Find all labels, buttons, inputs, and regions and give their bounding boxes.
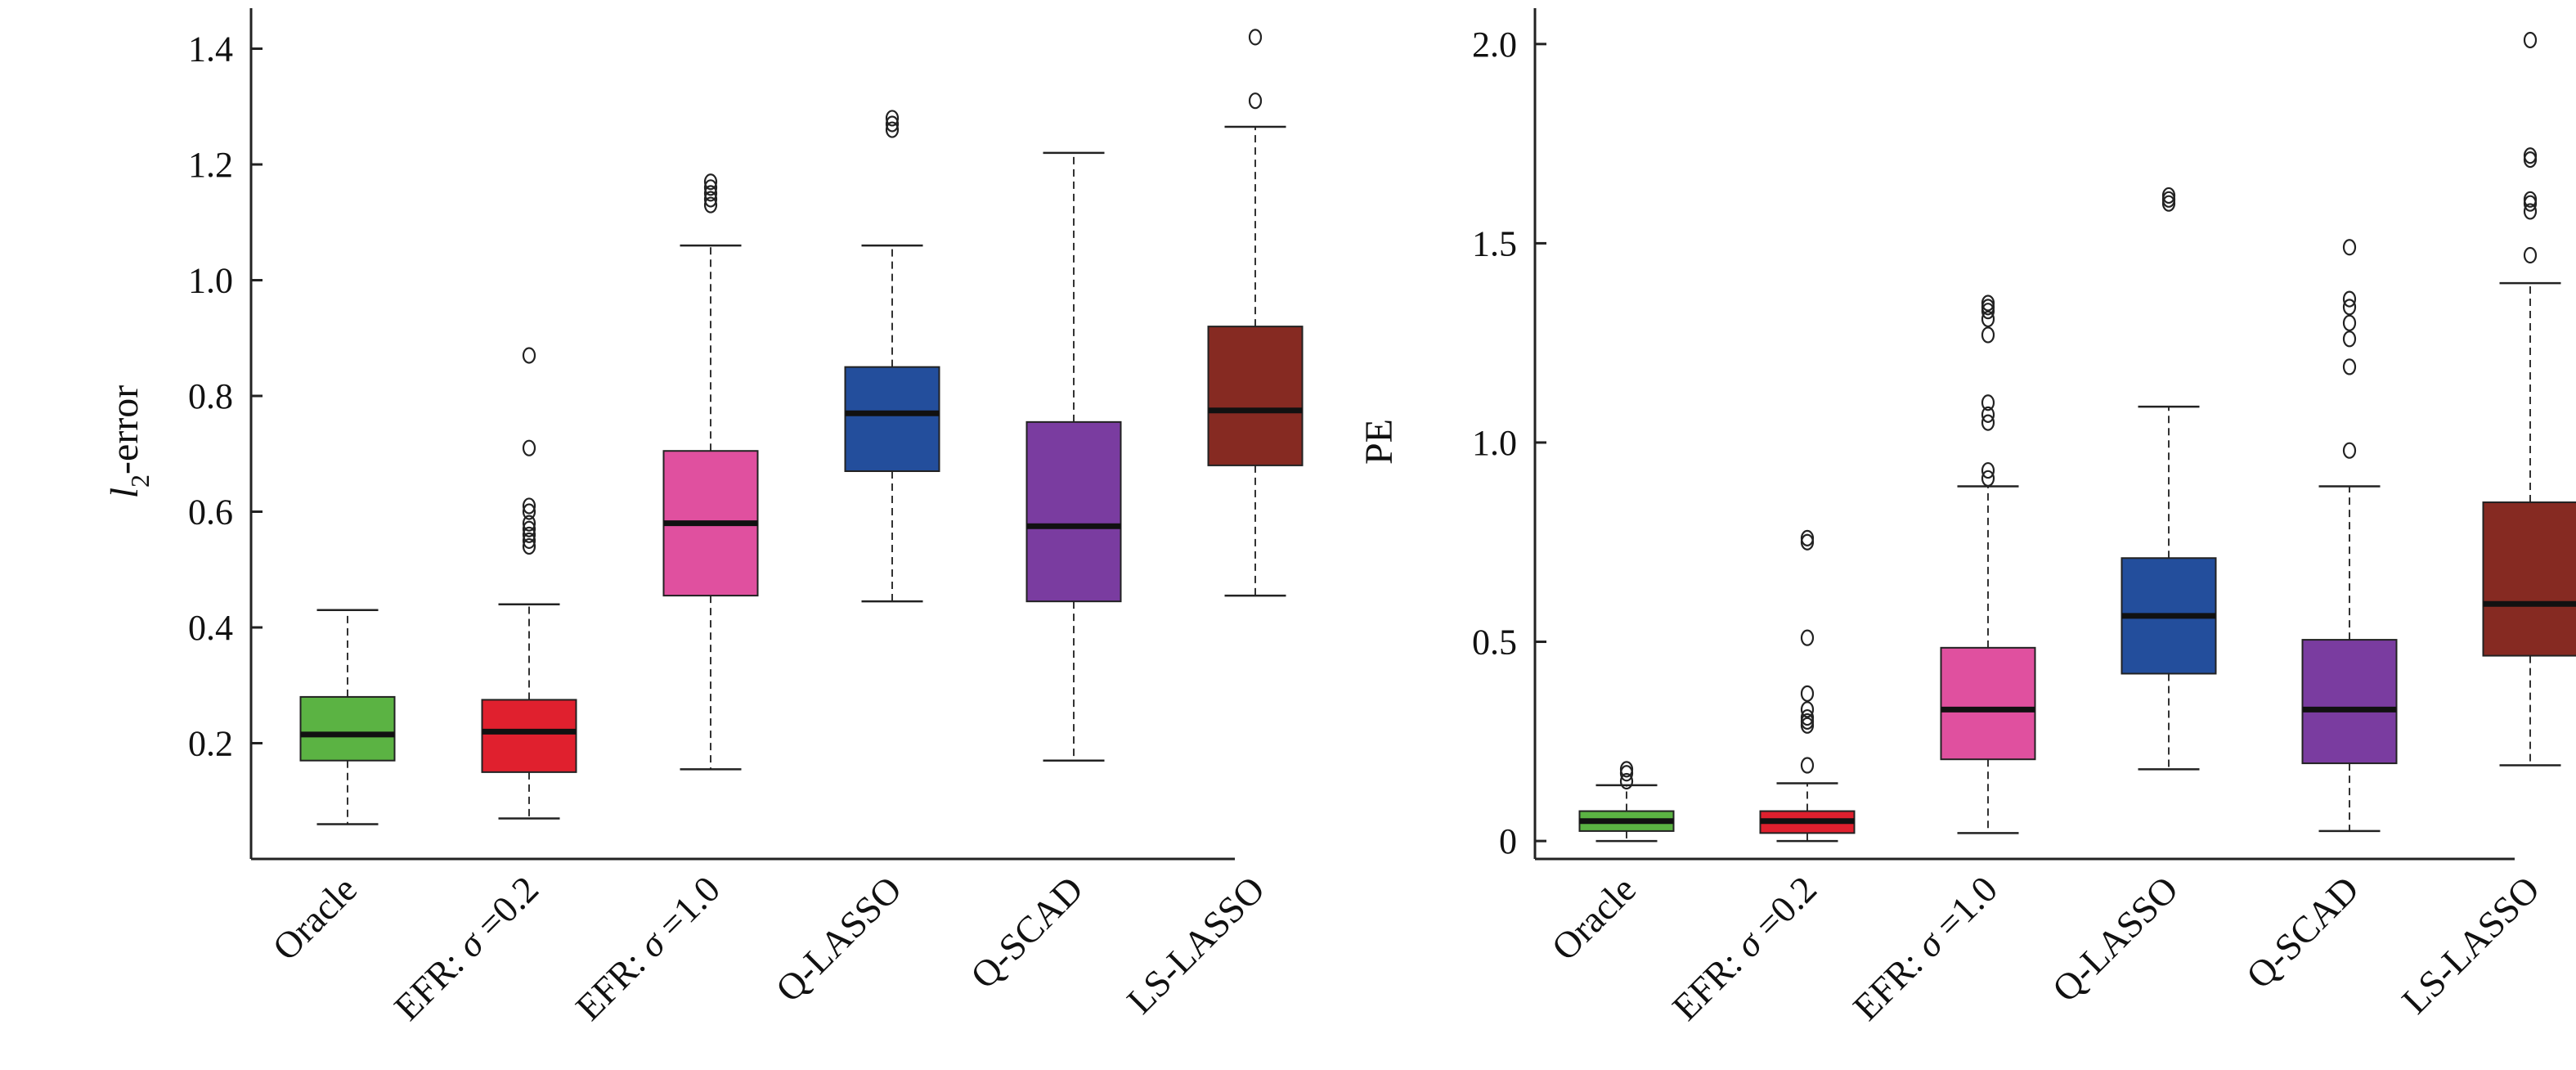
outlier-point — [1800, 708, 1815, 726]
box-group: Q-SCAD — [963, 151, 1122, 996]
outlier-point — [2161, 187, 2176, 205]
outlier-point — [1248, 29, 1263, 46]
outlier-point — [1981, 326, 1995, 344]
box-group: Oracle — [1543, 761, 1675, 969]
outlier-point — [1800, 529, 1815, 546]
outlier-point — [2523, 246, 2538, 264]
outlier-point — [2523, 31, 2538, 49]
outlier-point — [2342, 358, 2357, 375]
outlier-point — [522, 526, 536, 543]
box-body — [1940, 646, 2036, 761]
y-tick-label: 1.0 — [188, 261, 233, 301]
box-body — [2301, 639, 2398, 765]
y-tick-label: 2.0 — [1472, 25, 1517, 65]
outlier-point — [522, 347, 536, 364]
outlier-point — [1981, 414, 1995, 431]
outlier-point — [2523, 191, 2538, 208]
outlier-point — [885, 115, 900, 133]
outlier-point — [522, 515, 536, 532]
outlier-point — [2342, 299, 2357, 316]
y-tick-label: 1.4 — [188, 29, 233, 70]
category-label: Q-SCAD — [2238, 868, 2367, 996]
outlier-point — [2523, 203, 2538, 220]
category-label: Oracle — [1543, 868, 1644, 969]
category-label: EFR: σ =1.0 — [1845, 868, 2005, 1028]
category-label: EFR: σ =0.2 — [1664, 868, 1824, 1028]
outlier-point — [2342, 239, 2357, 256]
outlier-point — [522, 537, 536, 555]
box-body — [2482, 501, 2576, 657]
category-label: Q-LASSO — [768, 868, 909, 1009]
y-tick-label: 0.2 — [188, 724, 233, 764]
outlier-point — [703, 196, 718, 214]
box-group: Q-SCAD — [2238, 239, 2398, 996]
category-label: Q-SCAD — [963, 868, 1091, 996]
y-tick-label: 0.6 — [188, 492, 233, 533]
box-group: Q-LASSO — [768, 110, 940, 1009]
outlier-point — [1800, 629, 1815, 646]
outlier-point — [522, 503, 536, 520]
outlier-point — [1981, 406, 1995, 423]
y-tick-label: 0 — [1499, 821, 1517, 861]
box-group: LS-LASSO — [2394, 31, 2576, 1022]
box-body — [1025, 420, 1122, 603]
category-label: Q-LASSO — [2044, 868, 2186, 1009]
outlier-point — [1981, 294, 1995, 312]
outlier-point — [1619, 772, 1634, 790]
box-group: EFR: σ =1.0 — [568, 173, 759, 1028]
outlier-point — [1619, 761, 1634, 778]
outlier-point — [885, 121, 900, 138]
outlier-point — [703, 191, 718, 208]
outlier-point — [1981, 310, 1995, 328]
category-label: LS-LASSO — [1119, 868, 1272, 1022]
l2-error-boxplot-panel: 0.20.40.60.81.01.21.4l2-errorOracleEFR: … — [103, 8, 1304, 1028]
outlier-point — [1248, 92, 1263, 110]
outlier-point — [703, 185, 718, 202]
outlier-point — [522, 520, 536, 537]
outlier-point — [2342, 442, 2357, 459]
outlier-point — [1800, 685, 1815, 702]
outlier-point — [2342, 314, 2357, 331]
category-label: LS-LASSO — [2394, 868, 2547, 1022]
box-body — [844, 366, 940, 472]
outlier-point — [703, 173, 718, 191]
outlier-point — [2342, 330, 2357, 348]
outlier-point — [2523, 147, 2538, 164]
y-tick-label: 0.4 — [188, 608, 233, 648]
outlier-point — [1981, 394, 1995, 411]
outlier-point — [1981, 470, 1995, 487]
y-axis-title: l2-error — [103, 385, 155, 499]
category-label: EFR: σ =1.0 — [568, 868, 728, 1028]
outlier-point — [522, 532, 536, 549]
box-body — [299, 695, 396, 762]
y-tick-label: 0.8 — [188, 376, 233, 416]
outlier-point — [2342, 290, 2357, 308]
box-group: LS-LASSO — [1119, 29, 1304, 1022]
outlier-point — [522, 439, 536, 456]
outlier-point — [1800, 757, 1815, 774]
box-body — [481, 699, 577, 773]
outlier-point — [885, 110, 900, 127]
y-tick-label: 1.5 — [1472, 223, 1517, 263]
outlier-point — [703, 179, 718, 196]
outlier-point — [1800, 701, 1815, 718]
outlier-point — [522, 497, 536, 515]
y-tick-label: 1.0 — [1472, 423, 1517, 463]
category-label: Oracle — [264, 868, 365, 969]
y-tick-label: 0.5 — [1472, 623, 1517, 663]
outlier-point — [1981, 461, 1995, 479]
box-group: Q-LASSO — [2044, 187, 2217, 1009]
box-body — [1207, 326, 1304, 466]
category-label: EFR: σ =0.2 — [386, 868, 546, 1028]
y-tick-label: 1.2 — [188, 145, 233, 185]
y-axis-title: PE — [1358, 419, 1401, 465]
box-group: Oracle — [264, 609, 396, 969]
box-group: EFR: σ =1.0 — [1845, 294, 2036, 1028]
box-group: EFR: σ =0.2 — [386, 347, 577, 1028]
box-group: EFR: σ =0.2 — [1664, 529, 1856, 1028]
